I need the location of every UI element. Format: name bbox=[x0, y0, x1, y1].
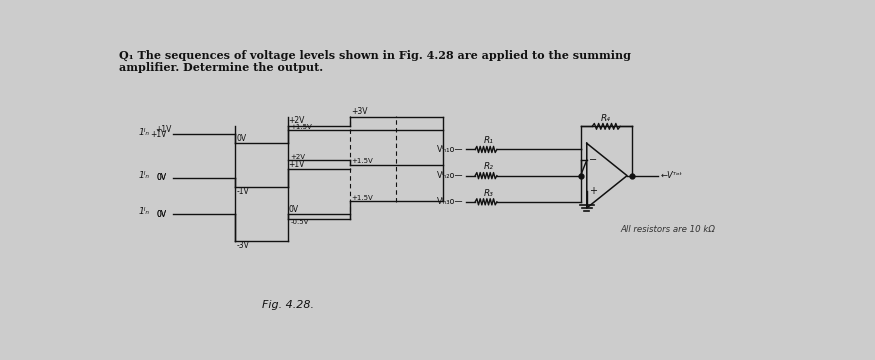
Text: 0V: 0V bbox=[236, 134, 247, 143]
Text: 1ᴵₙ: 1ᴵₙ bbox=[138, 207, 150, 216]
Text: 0V: 0V bbox=[157, 174, 167, 183]
Text: -1V: -1V bbox=[236, 187, 249, 196]
Text: Fig. 4.28.: Fig. 4.28. bbox=[262, 300, 313, 310]
Text: 0V: 0V bbox=[157, 210, 167, 219]
Text: R₂: R₂ bbox=[484, 162, 494, 171]
Text: −: − bbox=[589, 155, 598, 165]
Text: +1V: +1V bbox=[155, 125, 172, 134]
Text: +1.5V: +1.5V bbox=[290, 124, 312, 130]
Text: amplifier. Determine the output.: amplifier. Determine the output. bbox=[119, 62, 323, 73]
Text: -0.5V: -0.5V bbox=[290, 219, 309, 225]
Text: All resistors are 10 kΩ: All resistors are 10 kΩ bbox=[621, 225, 716, 234]
Text: +: + bbox=[589, 186, 597, 196]
Text: R₃: R₃ bbox=[484, 189, 494, 198]
Text: -3V: -3V bbox=[236, 241, 249, 250]
Text: 1ᴵₙ: 1ᴵₙ bbox=[138, 128, 150, 137]
Text: +3V: +3V bbox=[351, 107, 367, 116]
Text: Vᴵₙ₂o—: Vᴵₙ₂o— bbox=[437, 171, 464, 180]
Text: +1.5V: +1.5V bbox=[351, 158, 373, 165]
Text: +1.5V: +1.5V bbox=[351, 194, 373, 201]
Text: +1V: +1V bbox=[289, 160, 304, 169]
Text: Vᴵₙ₃o—: Vᴵₙ₃o— bbox=[437, 197, 464, 206]
Text: +2V: +2V bbox=[290, 154, 305, 160]
Text: 0V: 0V bbox=[157, 210, 167, 219]
Text: ←Vᵀᵒᵗ: ←Vᵀᵒᵗ bbox=[661, 171, 682, 180]
Text: Vᴵₙ₁o—: Vᴵₙ₁o— bbox=[437, 145, 464, 154]
Text: R₄: R₄ bbox=[601, 113, 611, 122]
Text: 0V: 0V bbox=[289, 205, 298, 214]
Text: R₁: R₁ bbox=[484, 136, 494, 145]
Text: 1ᴵₙ: 1ᴵₙ bbox=[138, 171, 150, 180]
Text: Q₁ The sequences of voltage levels shown in Fig. 4.28 are applied to the summing: Q₁ The sequences of voltage levels shown… bbox=[119, 49, 631, 60]
Text: +1V: +1V bbox=[150, 130, 167, 139]
Text: 0V: 0V bbox=[157, 174, 167, 183]
Text: +2V: +2V bbox=[289, 116, 304, 125]
